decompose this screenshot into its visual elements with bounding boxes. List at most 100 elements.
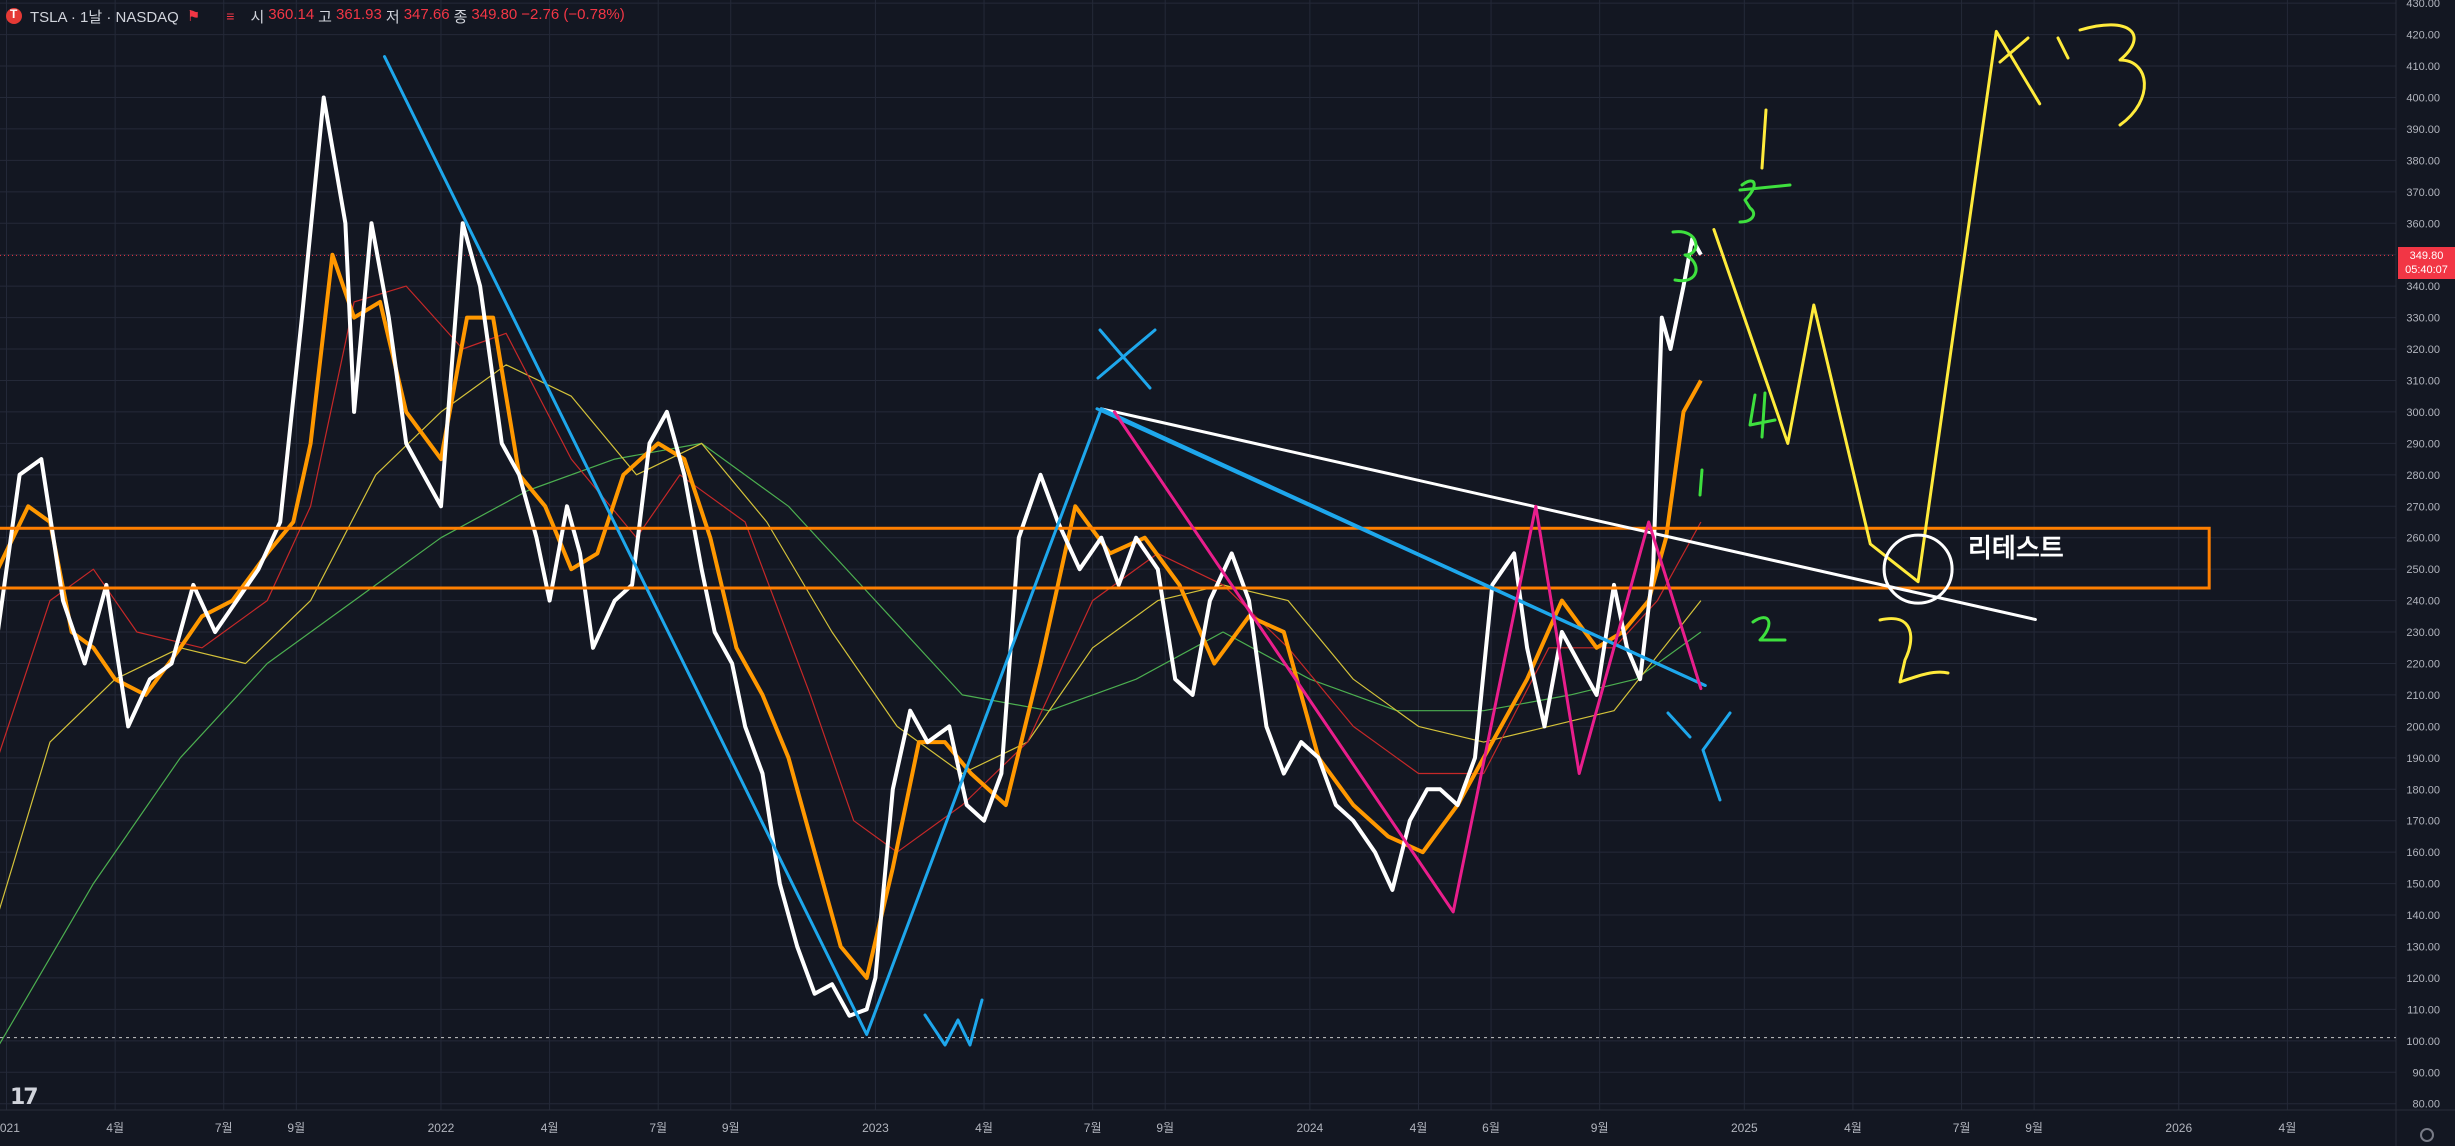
y-tick-label: 300.00 [2406, 407, 2440, 419]
x-wave-mark [1096, 328, 1157, 390]
x-tick-label: 6월 [1482, 1121, 1500, 1135]
y-tick-label: 360.00 [2406, 218, 2440, 230]
tradingview-logo-icon[interactable]: 17 [10, 1085, 39, 1110]
change-value: −2.76 (−0.78%) [521, 5, 625, 23]
y-tick-label: 240.00 [2406, 596, 2440, 608]
y-tick-label: 80.00 [2412, 1099, 2440, 1111]
x-tick-label: 7월 [215, 1121, 233, 1135]
close-label: 종 [453, 8, 468, 26]
y-tick-label: 330.00 [2406, 313, 2440, 325]
current-price-tag: 349.80 05:40:07 [2398, 247, 2455, 280]
w-wave-mark [923, 998, 984, 1047]
y-tick-label: 190.00 [2406, 753, 2440, 765]
low-value: 347.66 [403, 5, 450, 23]
y-tick-label: 180.00 [2406, 784, 2440, 796]
x-tick-label: 2025 [1731, 1121, 1758, 1135]
wave-1-mark [1698, 468, 1704, 497]
y-tick-label: 380.00 [2406, 155, 2440, 167]
ma-yellow-line [0, 364, 1702, 910]
x-tick-label: 7월 [1953, 1121, 1971, 1135]
y-tick-label: 390.00 [2406, 124, 2440, 136]
retest-circle [1882, 533, 1954, 605]
y-tick-label: 90.00 [2412, 1067, 2440, 1079]
y-tick-label: 210.00 [2406, 690, 2440, 702]
x-tick-label: 2022 [428, 1121, 455, 1135]
ma-green-line [0, 442, 1702, 1045]
y-tick-label: 220.00 [2406, 658, 2440, 670]
y-tick-label: 230.00 [2406, 627, 2440, 639]
x-tick-label: 2024 [1297, 1121, 1324, 1135]
pink-pattern-path [1112, 410, 1703, 914]
y-tick-label: 170.00 [2406, 816, 2440, 828]
ma-red-line [0, 285, 1702, 853]
x-tick-label: 4월 [1410, 1121, 1428, 1135]
x-tick-label: 9월 [287, 1121, 305, 1135]
blue-side-line [1095, 407, 1707, 687]
y-tick-label: 270.00 [2406, 501, 2440, 513]
tesla-logo-icon [6, 7, 22, 24]
symbol-title[interactable]: TSLA · 1날 · NASDAQ [30, 8, 179, 26]
y-tick-label: 110.00 [2407, 1004, 2440, 1016]
x-tick-label: 4월 [975, 1121, 993, 1135]
y-tick-label: 120.00 [2406, 973, 2440, 985]
wave-2-yellow-mark [1878, 617, 1950, 684]
open-label: 시 [250, 8, 265, 26]
y-tick-label: 410.00 [2406, 61, 2440, 73]
wave-2-mark [1751, 616, 1787, 642]
y-tick-label: 400.00 [2406, 92, 2440, 104]
y-wave-mark [1666, 711, 1732, 802]
x-tick-label: 4월 [1844, 1121, 1862, 1135]
y-tick-label: 320.00 [2406, 344, 2440, 356]
y-tick-label: 260.00 [2406, 533, 2440, 545]
y-tick-label: 140.00 [2406, 910, 2440, 922]
y-tick-label: 370.00 [2406, 187, 2440, 199]
indicator-icon[interactable]: ≡ [226, 8, 235, 24]
x-tick-label: 9월 [1591, 1121, 1609, 1135]
y-tick-label: 340.00 [2406, 281, 2440, 293]
y-tick-label: 430.00 [2406, 0, 2440, 10]
current-price: 349.80 [2409, 250, 2444, 263]
wave-5-mark [1738, 179, 1792, 224]
x-tick-label: 7월 [1084, 1121, 1102, 1135]
price-line [0, 95, 1703, 1018]
open-value: 360.14 [268, 5, 315, 23]
y-tick-label: 280.00 [2406, 470, 2440, 482]
wave-3-yellow-mark [2078, 23, 2146, 127]
arrow-yellow-mark [1998, 36, 2070, 64]
y-tick-label: 160.00 [2406, 847, 2440, 859]
y-tick-label: 310.00 [2406, 375, 2440, 387]
x-tick-label: 2021 [0, 1121, 20, 1135]
y-tick-label: 420.00 [2406, 30, 2440, 42]
y-tick-label: 130.00 [2406, 941, 2440, 953]
bar-countdown: 05:40:07 [2405, 264, 2448, 277]
x-tick-label: 4월 [2279, 1121, 2297, 1135]
ohlc-values: 시 360.14 고 361.93 저 347.66 종 349.80 −2.76 (−… [250, 6, 624, 27]
white-trendline [1099, 407, 2037, 621]
low-label: 저 [385, 8, 400, 26]
y-tick-label: 150.00 [2406, 879, 2440, 891]
wave-4-mark [1748, 391, 1777, 439]
retest-annotation[interactable]: 리테스트 [1968, 533, 2064, 563]
y-tick-label: 200.00 [2406, 721, 2440, 733]
support-resistance-zone [0, 526, 2211, 590]
yellow-projection-path [1712, 29, 2042, 584]
x-tick-label: 4월 [106, 1121, 124, 1135]
high-value: 361.93 [335, 5, 382, 23]
y-tick-label: 100.00 [2406, 1036, 2440, 1048]
x-tick-label: 2026 [2165, 1121, 2192, 1135]
close-value: 349.80 [471, 5, 518, 23]
x-tick-label: 9월 [2025, 1121, 2043, 1135]
x-tick-label: 7월 [649, 1121, 667, 1135]
gear-icon[interactable] [2420, 1128, 2434, 1142]
x-tick-label: 9월 [722, 1121, 740, 1135]
wave-1-yellow-mark [1760, 108, 1768, 170]
x-tick-label: 4월 [541, 1121, 559, 1135]
y-tick-label: 290.00 [2406, 438, 2440, 450]
y-tick-label: 250.00 [2406, 564, 2440, 576]
flag-icon[interactable]: ⚑ [186, 8, 201, 25]
x-tick-label: 9월 [1156, 1121, 1174, 1135]
